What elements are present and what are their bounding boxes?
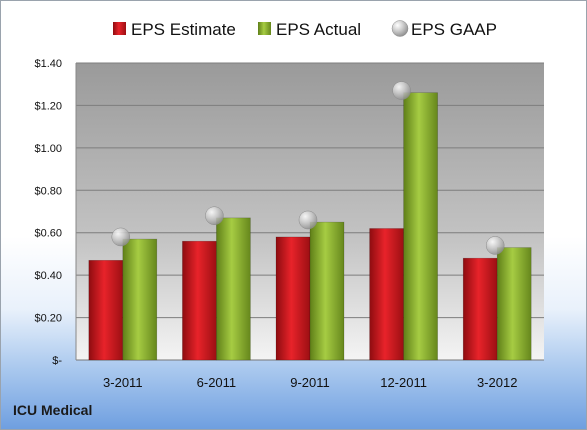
marker-eps-gaap — [485, 236, 505, 255]
x-tick-label: 9-2011 — [290, 375, 330, 390]
x-tick-label: 12-2011 — [380, 375, 427, 390]
y-tick-label: $0.80 — [34, 185, 62, 197]
legend-label: EPS Estimate — [131, 20, 236, 39]
marker-eps-gaap — [298, 210, 318, 230]
legend-swatch — [113, 22, 126, 35]
legend-label: EPS GAAP — [411, 20, 497, 39]
bar-eps-estimate — [275, 236, 311, 361]
bar-eps-actual — [309, 221, 345, 361]
bar-eps-estimate — [369, 228, 404, 361]
y-axis: $- $0.20 $0.40 $0.60 $0.80 $1.00 $1.20 $1.40 — [34, 58, 77, 367]
bar-eps-actual — [216, 217, 251, 361]
y-tick-label: $1.40 — [34, 58, 62, 70]
y-tick-label: $- — [52, 355, 62, 367]
legend: EPS Estimate EPS Actual EPS GAAP — [113, 20, 497, 39]
legend-label: EPS Actual — [276, 20, 361, 39]
bar-eps-actual — [403, 92, 438, 361]
bars — [88, 92, 532, 361]
bar-eps-estimate — [88, 259, 124, 361]
marker-eps-gaap — [205, 206, 224, 225]
x-tick-label: 3-2011 — [103, 375, 143, 390]
y-tick-label: $1.20 — [34, 100, 62, 112]
y-tick-label: $0.20 — [34, 313, 62, 325]
x-axis: 3-2011 6-2011 9-2011 12-2011 3-2012 — [103, 375, 517, 390]
gaap-markers — [111, 81, 505, 255]
y-tick-label: $0.40 — [34, 270, 62, 282]
y-tick-label: $0.60 — [34, 228, 62, 240]
marker-eps-gaap — [111, 227, 131, 247]
legend-swatch — [258, 22, 271, 35]
y-tick-label: $1.00 — [34, 143, 62, 155]
bar-eps-estimate — [462, 257, 498, 361]
eps-chart: $- $0.20 $0.40 $0.60 $0.80 $1.00 $1.20 $1.40 3-… — [34, 20, 544, 390]
marker-eps-gaap — [392, 81, 411, 100]
legend-swatch — [391, 20, 409, 37]
x-tick-label: 6-2011 — [197, 375, 237, 390]
company-name: ICU Medical — [13, 402, 93, 418]
x-tick-label: 3-2012 — [477, 375, 517, 390]
bar-eps-actual — [122, 238, 158, 361]
bar-eps-actual — [496, 247, 532, 361]
bar-eps-estimate — [182, 240, 217, 361]
